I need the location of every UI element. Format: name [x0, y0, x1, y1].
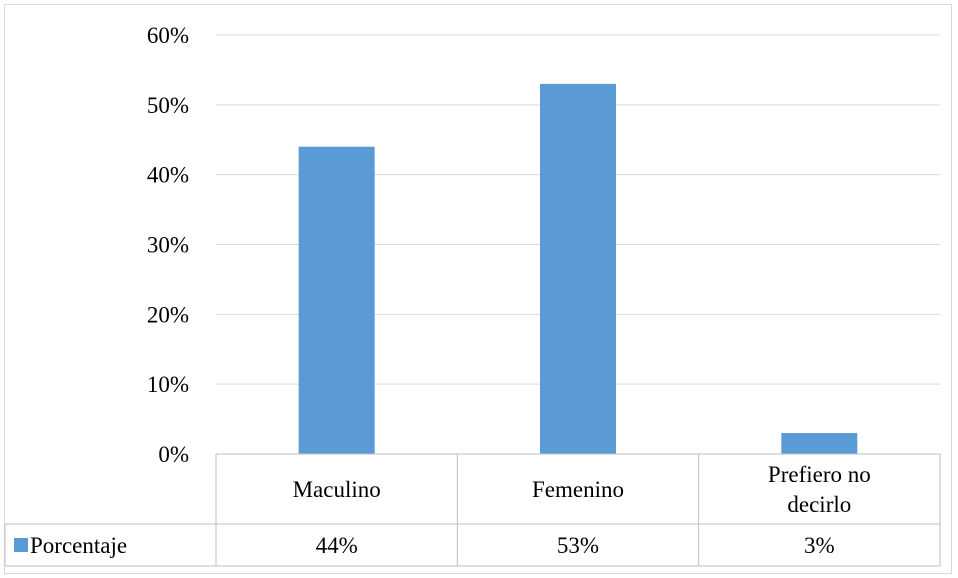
- chart-frame: [4, 4, 952, 574]
- y-tick-label: 60%: [147, 23, 189, 48]
- data-table-value: 3%: [804, 533, 835, 558]
- data-table-value: 53%: [557, 533, 599, 558]
- legend-key: [14, 538, 28, 552]
- x-category-label: Femenino: [532, 477, 624, 502]
- data-table-value: 44%: [316, 533, 358, 558]
- y-tick-label: 50%: [147, 93, 189, 118]
- bars: [298, 83, 858, 454]
- x-category-label: Prefiero no: [768, 462, 871, 487]
- y-tick-label: 30%: [147, 233, 189, 258]
- legend-series-name: Porcentaje: [30, 533, 127, 558]
- y-tick-label: 10%: [147, 372, 189, 397]
- bar-maculino: [298, 146, 375, 454]
- bar-prefiero-no-decirlo: [781, 433, 858, 454]
- x-category-label: Maculino: [293, 477, 381, 502]
- bar-femenino: [540, 83, 616, 454]
- y-tick-label: 20%: [147, 302, 189, 327]
- y-tick-label: 40%: [147, 163, 189, 188]
- y-axis-ticks: 0% 10% 20% 30% 40% 50% 60%: [147, 23, 189, 467]
- x-category-label: decirlo: [787, 492, 851, 517]
- y-tick-label: 0%: [158, 442, 189, 467]
- data-table: Maculino Femenino Prefiero no decirlo Porcen…: [4, 453, 941, 567]
